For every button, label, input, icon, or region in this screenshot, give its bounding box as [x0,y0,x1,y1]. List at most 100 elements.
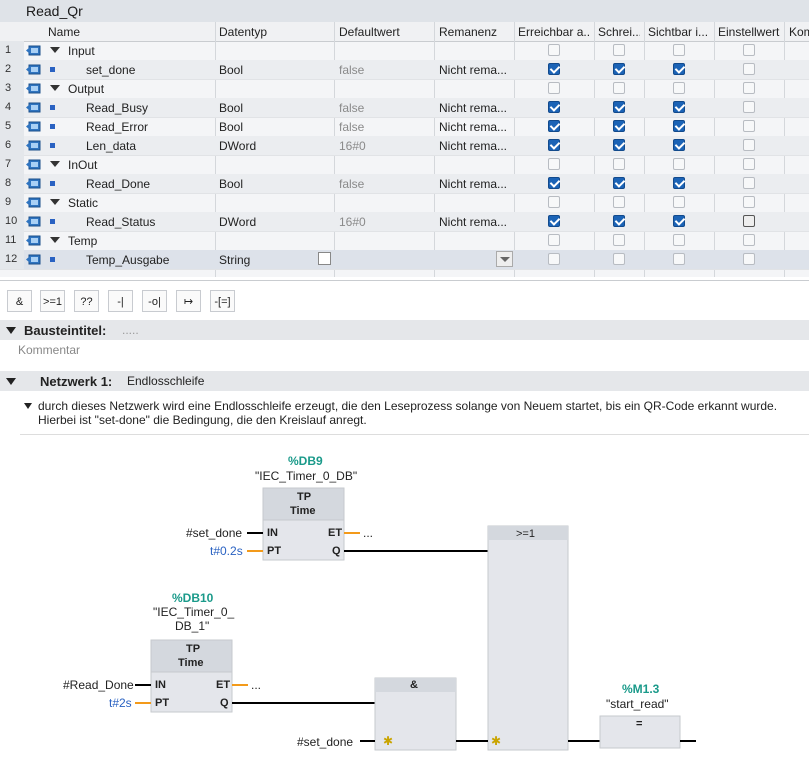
input-button[interactable]: -| [108,290,133,312]
variable-default[interactable]: 16#0 [339,215,366,229]
row-checkbox[interactable] [613,63,625,75]
variable-type[interactable]: String [219,253,251,267]
col-retain[interactable]: Remanenz [439,25,498,39]
row-number[interactable]: 10 [0,212,24,231]
variable-name[interactable]: Len_data [86,139,137,153]
row-number[interactable]: 11 [0,231,24,250]
row-checkbox[interactable] [743,177,755,189]
variable-name[interactable]: Input [68,44,95,58]
table-row[interactable]: 3 Output [0,79,809,99]
table-row[interactable]: 11 Temp [0,231,809,251]
collapse-icon[interactable] [6,378,16,385]
row-checkbox[interactable] [673,101,685,113]
or-button[interactable]: >=1 [40,290,65,312]
assignment-button[interactable]: -[=] [210,290,235,312]
row-checkbox[interactable] [743,101,755,113]
table-row[interactable]: 9 Static [0,193,809,213]
timer1-instance[interactable]: "IEC_Timer_0_DB" [255,469,358,483]
collapse-icon[interactable] [6,327,16,334]
variable-retain[interactable]: Nicht rema... [439,177,508,191]
table-row[interactable]: 4 Read_Busy Bool false Nicht rema... [0,98,809,118]
col-setpoint[interactable]: Einstellwert [718,25,780,39]
row-number[interactable]: 9 [0,193,24,212]
variable-type[interactable]: Bool [219,120,244,134]
timer2-pt-operand[interactable]: t#2s [109,696,132,710]
row-checkbox[interactable] [548,177,560,189]
expand-icon[interactable] [50,161,60,167]
variable-type[interactable]: Bool [219,101,244,115]
coil-operand[interactable]: "start_read" [606,697,669,711]
row-checkbox[interactable] [673,215,685,227]
and-button[interactable]: & [7,290,32,312]
table-row[interactable]: 5 Read_Error Bool false Nicht rema... [0,117,809,137]
variable-name[interactable]: Read_Status [86,215,156,229]
col-accessible[interactable]: Erreichbar a... [518,25,591,39]
row-checkbox[interactable] [673,63,685,75]
row-checkbox[interactable] [673,234,685,246]
timer1-et-operand[interactable]: ... [363,526,374,540]
row-checkbox[interactable] [548,120,560,132]
variable-name[interactable]: InOut [68,158,98,172]
row-number[interactable]: 12 [0,250,24,269]
row-number[interactable]: 1 [0,41,24,60]
variable-name[interactable]: Temp_Ausgabe [86,253,170,267]
row-number[interactable]: 5 [0,117,24,136]
row-checkbox[interactable] [548,82,560,94]
row-checkbox[interactable] [743,158,755,170]
row-number[interactable]: 4 [0,98,24,117]
variable-default[interactable]: 16#0 [339,139,366,153]
block-header-value[interactable]: ..... [122,323,139,337]
variable-name[interactable]: Read_Done [86,177,151,191]
row-checkbox[interactable] [743,139,755,151]
variable-default[interactable]: false [339,120,365,134]
row-checkbox[interactable] [743,63,755,75]
row-checkbox[interactable] [673,196,685,208]
col-default[interactable]: Defaultwert [339,25,400,39]
row-checkbox[interactable] [673,139,685,151]
variable-retain[interactable]: Nicht rema... [439,120,508,134]
expand-icon[interactable] [50,237,60,243]
variable-type[interactable]: DWord [219,215,257,229]
row-checkbox[interactable] [548,139,560,151]
row-checkbox[interactable] [613,158,625,170]
row-number[interactable]: 2 [0,60,24,79]
row-checkbox[interactable] [613,101,625,113]
interface-table[interactable]: Name Datentyp Defaultwert Remanenz Errei… [0,22,809,277]
variable-type[interactable]: Bool [219,177,244,191]
variable-name[interactable]: Output [68,82,105,96]
table-row[interactable]: 6 Len_data DWord 16#0 Nicht rema... [0,136,809,156]
network-comment[interactable]: durch dieses Netzwerk wird eine Endlossc… [20,394,809,435]
variable-default[interactable]: false [339,101,365,115]
row-checkbox[interactable] [673,44,685,56]
row-checkbox[interactable] [743,196,755,208]
row-checkbox[interactable] [613,234,625,246]
timer2-et-operand[interactable]: ... [251,678,262,692]
table-row[interactable]: 7 InOut [0,155,809,175]
row-checkbox[interactable] [743,215,755,227]
row-checkbox[interactable] [673,177,685,189]
row-checkbox[interactable] [673,253,685,265]
row-checkbox[interactable] [743,120,755,132]
row-checkbox[interactable] [548,158,560,170]
row-number[interactable]: 3 [0,79,24,98]
row-checkbox[interactable] [548,101,560,113]
expand-icon[interactable] [50,199,60,205]
row-number[interactable]: 7 [0,155,24,174]
expand-icon[interactable] [50,47,60,53]
timer2-instance-1[interactable]: "IEC_Timer_0_ [153,605,235,619]
row-checkbox[interactable] [613,120,625,132]
variable-retain[interactable]: Nicht rema... [439,63,508,77]
type-picker-icon[interactable] [318,252,331,265]
col-name[interactable]: Name [48,25,81,39]
expand-icon[interactable] [50,85,60,91]
variable-type[interactable]: DWord [219,139,257,153]
negated-input-button[interactable]: -o| [142,290,167,312]
network-title[interactable]: Endlosschleife [127,374,205,388]
col-writable[interactable]: Schrei... [598,25,640,39]
branch-button[interactable]: ↦ [176,290,201,312]
table-row[interactable]: 12 Temp_Ausgabe String [0,250,809,270]
row-checkbox[interactable] [613,44,625,56]
table-row[interactable]: 2 set_done Bool false Nicht rema... [0,60,809,80]
table-row[interactable]: 8 Read_Done Bool false Nicht rema... [0,174,809,194]
row-checkbox[interactable] [673,120,685,132]
